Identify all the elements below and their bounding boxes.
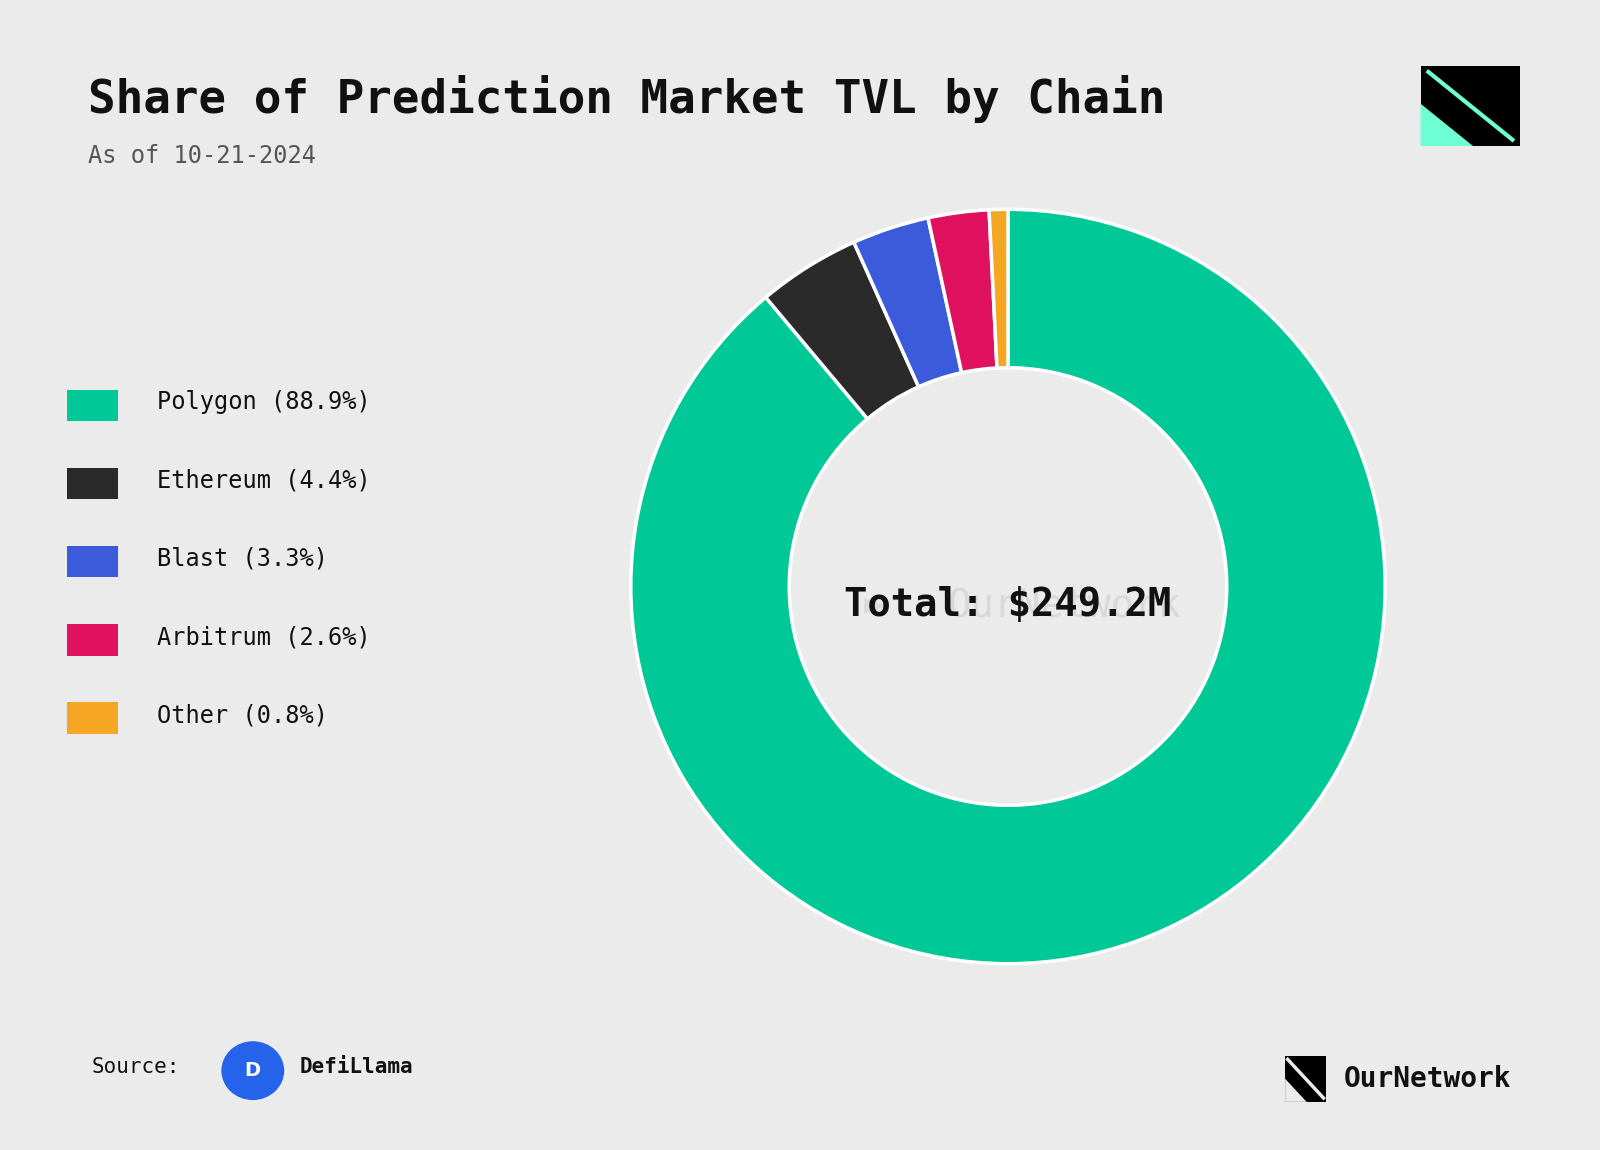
Polygon shape (1421, 104, 1474, 146)
Text: OurNetwork: OurNetwork (1344, 1065, 1512, 1092)
Text: Ethereum (4.4%): Ethereum (4.4%) (157, 469, 371, 492)
Text: As of 10-21-2024: As of 10-21-2024 (88, 144, 317, 168)
Text: DefiLlama: DefiLlama (299, 1057, 413, 1078)
Text: D: D (245, 1061, 261, 1080)
Wedge shape (989, 209, 1008, 368)
Wedge shape (854, 217, 962, 386)
Polygon shape (1421, 66, 1520, 146)
Text: Polygon (88.9%): Polygon (88.9%) (157, 391, 371, 414)
Circle shape (222, 1042, 283, 1099)
Wedge shape (630, 209, 1386, 964)
Text: Other (0.8%): Other (0.8%) (157, 704, 328, 727)
Text: Share of Prediction Market TVL by Chain: Share of Prediction Market TVL by Chain (88, 75, 1165, 123)
Polygon shape (1285, 1056, 1326, 1102)
Polygon shape (1285, 1079, 1307, 1102)
Text: Source:: Source: (91, 1057, 179, 1078)
Text: Blast (3.3%): Blast (3.3%) (157, 547, 328, 570)
Text: Arbitrum (2.6%): Arbitrum (2.6%) (157, 626, 371, 649)
Text: ►: ► (864, 591, 888, 620)
Wedge shape (766, 243, 918, 419)
Wedge shape (928, 209, 997, 373)
Text: OurNetwork: OurNetwork (947, 586, 1181, 624)
Text: Total: $249.2M: Total: $249.2M (845, 586, 1171, 624)
